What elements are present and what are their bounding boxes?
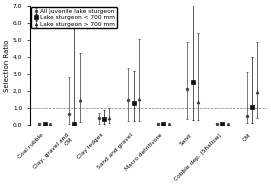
Y-axis label: Selection Ratio: Selection Ratio <box>4 39 10 92</box>
Legend: All juvenile lake sturgeon, Lake sturgeon < 700 mm, Lake sturgeon > 700 mm: All juvenile lake sturgeon, Lake sturgeo… <box>31 7 117 28</box>
